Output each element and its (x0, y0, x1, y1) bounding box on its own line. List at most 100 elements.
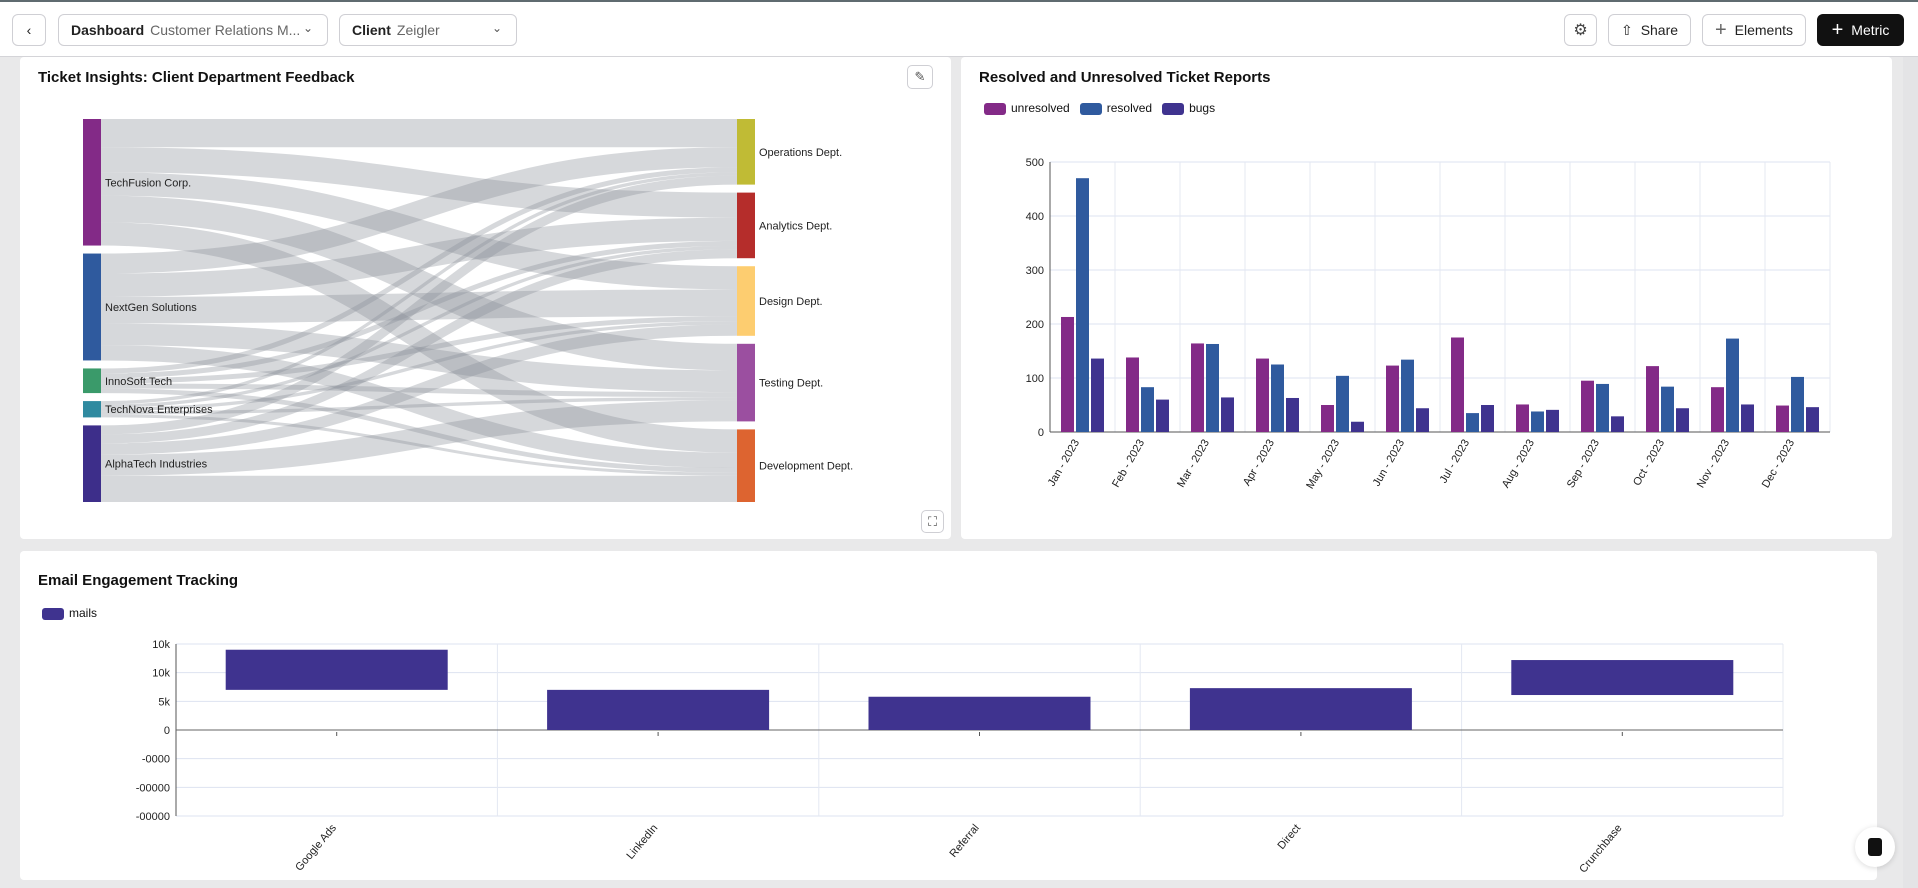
client-label: Client (352, 22, 391, 38)
sankey-source-node (83, 425, 101, 502)
bar-resolved (1596, 383, 1609, 432)
sankey-link (100, 172, 738, 290)
sankey-chart: TechFusion Corp. NextGen Solutions InnoSof… (83, 118, 853, 503)
scrollbar[interactable] (1903, 57, 1918, 888)
bar-unresolved (1516, 404, 1529, 432)
sankey-target-node (737, 429, 755, 502)
bar-resolved (1271, 364, 1284, 432)
bar-resolved (1466, 413, 1479, 432)
plus-icon: + (1831, 18, 1844, 41)
bar-resolved (1401, 359, 1414, 432)
expand-icon: ⛶ (927, 513, 938, 529)
bar-resolved (1206, 343, 1219, 432)
back-button[interactable]: ‹ (12, 14, 46, 46)
bar-unresolved (1061, 316, 1074, 432)
sankey-target-node (737, 192, 755, 259)
chat-button[interactable] (1855, 827, 1895, 867)
sankey-links (100, 118, 738, 503)
email-panel: Email Engagement Tracking mails 10k 10k 5k… (20, 551, 1877, 880)
bar-unresolved (1711, 387, 1724, 432)
sankey-target-label: Development Dept. (759, 461, 853, 473)
share-button[interactable]: ⇧ Share (1608, 14, 1691, 46)
sankey-source-label: NextGen Solutions (105, 302, 197, 314)
sankey-source-node (83, 253, 101, 361)
y-tick-label: 200 (1026, 319, 1044, 331)
legend-item[interactable]: resolved (1079, 101, 1152, 115)
sankey-source-label: TechFusion Corp. (105, 177, 191, 189)
bar-mails (1189, 688, 1412, 730)
bar-unresolved (1321, 405, 1334, 432)
add-metric-button[interactable]: + Metric (1817, 14, 1904, 46)
sankey-source-node (83, 119, 101, 246)
sankey-link (100, 240, 738, 379)
legend-label: bugs (1189, 101, 1216, 115)
x-tick-label: Direct (1276, 822, 1304, 852)
sankey-link (100, 222, 738, 453)
share-label: Share (1640, 22, 1679, 38)
bar-resolved (1726, 338, 1739, 432)
bar-bugs (1481, 405, 1494, 432)
x-tick-label: Nov - 2023 (1695, 438, 1732, 491)
sankey-link (100, 147, 738, 218)
bar-unresolved (1451, 337, 1464, 432)
dashboard-select[interactable]: Dashboard Customer Relations M... ⌄ (58, 14, 328, 46)
y-tick-label: 5k (158, 696, 170, 708)
elements-label: Elements (1734, 22, 1794, 38)
bar-bugs (1416, 408, 1429, 432)
sankey-source-label: InnoSoft Tech (105, 376, 172, 388)
chevron-left-icon: ‹ (26, 22, 32, 38)
dashboard-label: Dashboard (71, 22, 145, 38)
settings-button[interactable]: ⚙ (1564, 14, 1597, 46)
sankey-link (100, 195, 738, 371)
client-select[interactable]: Client Zeigler ⌄ (339, 14, 517, 46)
bar-resolved (1791, 376, 1804, 432)
sankey-target-label: Analytics Dept. (759, 220, 832, 232)
y-tick-label: 0 (1038, 427, 1044, 439)
bar-bugs (1351, 421, 1364, 432)
tickets-legend: unresolved resolved bugs (984, 101, 1215, 115)
chevron-down-icon: ⌄ (302, 21, 313, 35)
gear-icon: ⚙ (1573, 22, 1588, 39)
bar-unresolved (1126, 357, 1139, 432)
plus-icon: + (1714, 18, 1727, 41)
sankey-link (100, 414, 738, 476)
bar-bugs (1221, 397, 1234, 432)
edit-button[interactable]: ✎ (907, 65, 933, 89)
sankey-link (100, 147, 738, 274)
sankey-source-node (83, 368, 101, 394)
sankey-link (100, 397, 738, 415)
sankey-target-node (737, 266, 755, 336)
bar-resolved (1531, 411, 1544, 432)
sankey-link (100, 172, 738, 405)
x-tick-label: Jun - 2023 (1371, 438, 1407, 489)
sankey-source-label: AlphaTech Industries (105, 459, 208, 471)
legend-item[interactable]: mails (42, 606, 97, 620)
bar-bugs (1546, 409, 1559, 432)
y-tick-label: 10k (152, 639, 170, 651)
dashboard-value: Customer Relations M... (150, 22, 301, 38)
bar-bugs (1156, 399, 1169, 432)
y-tick-label: -0000 (142, 754, 170, 766)
add-elements-button[interactable]: + Elements (1702, 14, 1806, 46)
sankey-target-node (737, 343, 755, 422)
x-tick-label: Google Ads (293, 822, 339, 874)
x-tick-label: Crunchbase (1577, 822, 1624, 875)
x-tick-label: Mar - 2023 (1175, 438, 1212, 490)
chevron-down-icon: ⌄ (491, 21, 502, 35)
sankey-link (100, 217, 738, 297)
client-value: Zeigler (396, 22, 440, 38)
y-tick-label: -00000 (136, 782, 170, 794)
y-tick-label: 500 (1026, 157, 1044, 169)
y-tick-label: 10k (152, 668, 170, 680)
legend-item[interactable]: bugs (1162, 101, 1215, 115)
legend-swatch (1162, 102, 1185, 115)
top-bar: ‹ Dashboard Customer Relations M... ⌄ Cl… (0, 0, 1918, 57)
x-tick-label: Sep - 2023 (1565, 438, 1602, 491)
x-tick-label: Jul - 2023 (1438, 438, 1473, 486)
bar-bugs (1741, 404, 1754, 432)
sankey-target-label: Operations Dept. (759, 147, 842, 159)
fullscreen-button[interactable]: ⛶ (921, 510, 944, 533)
sankey-link (100, 289, 738, 324)
x-tick-label: Dec - 2023 (1760, 438, 1797, 491)
legend-item[interactable]: unresolved (984, 101, 1070, 115)
